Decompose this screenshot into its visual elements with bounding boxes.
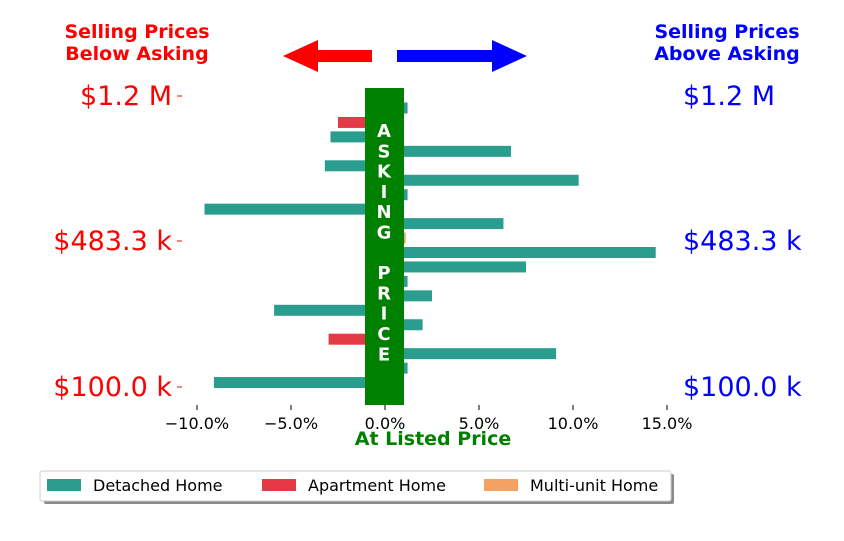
band-letter: K xyxy=(377,162,392,183)
band-letter: A xyxy=(377,121,391,142)
bar-detached-home-5 xyxy=(385,174,579,186)
band-letter: E xyxy=(378,344,390,365)
y-tick-left: $483.3 k xyxy=(53,226,172,257)
legend-swatch xyxy=(47,479,81,491)
bar-detached-home-17 xyxy=(385,348,557,360)
x-tick-label: −5.0% xyxy=(264,414,318,433)
y-tick-left: $1.2 M xyxy=(80,81,172,112)
band-letter: C xyxy=(377,324,390,345)
right-header-line1: Selling Prices xyxy=(654,21,799,43)
legend-label: Multi-unit Home xyxy=(530,476,658,495)
bar-detached-home-14 xyxy=(274,304,385,316)
x-tick-label: 10.0% xyxy=(548,414,599,433)
y-tick-right: $483.3 k xyxy=(683,226,802,257)
y-tick-right: $100.0 k xyxy=(683,372,802,403)
y-tick-left: $100.0 k xyxy=(53,372,172,403)
x-tick-label: 5.0% xyxy=(459,414,500,433)
left-header-line1: Selling Prices xyxy=(64,21,209,43)
left-header-line2: Below Asking xyxy=(65,43,208,65)
right-header-line2: Above Asking xyxy=(654,43,800,65)
band-letter: I xyxy=(381,182,388,203)
x-tick-label: −10.0% xyxy=(165,414,229,433)
bar-detached-home-10 xyxy=(385,247,656,258)
x-tick-label: 0.0% xyxy=(365,414,406,433)
legend-swatch xyxy=(484,479,518,491)
left-arrow-icon xyxy=(283,40,372,72)
bar-detached-home-4 xyxy=(324,160,385,172)
bar-detached-home-19 xyxy=(213,377,385,389)
legend-box xyxy=(39,470,672,502)
band-letter: N xyxy=(376,202,391,223)
legend-swatch xyxy=(262,479,296,491)
right-arrow-icon xyxy=(397,40,527,72)
bar-detached-home-13 xyxy=(385,290,432,302)
bar-apartment-home-16 xyxy=(328,333,385,345)
bar-apartment-home-1 xyxy=(338,116,385,128)
bar-detached-home-7 xyxy=(204,203,385,215)
y-tick-labels: $1.2 M $1.2 M $483.3 k $483.3 k $100.0 k $100… xyxy=(53,81,802,403)
band-letter: P xyxy=(377,263,390,284)
bar-detached-home-8 xyxy=(385,218,504,230)
legend: Detached Home Apartment Home Multi-unit Ho… xyxy=(47,476,658,495)
x-axis-label: At Listed Price xyxy=(355,428,511,450)
band-letter: R xyxy=(377,283,391,304)
x-tick-labels: −10.0% −5.0% 0.0% 5.0% 10.0% 15.0% xyxy=(165,405,693,433)
bar-detached-home-3 xyxy=(385,145,511,157)
asking-price-band xyxy=(365,88,404,405)
band-letter: S xyxy=(378,141,391,162)
legend-label: Apartment Home xyxy=(308,476,446,495)
bar-detached-home-2 xyxy=(330,131,385,143)
legend-label: Detached Home xyxy=(93,476,223,495)
band-letter: G xyxy=(377,223,392,244)
band-letter: I xyxy=(381,304,388,325)
y-tick-right: $1.2 M xyxy=(683,81,775,112)
bar-detached-home-11 xyxy=(385,261,526,273)
x-tick-label: 15.0% xyxy=(642,414,693,433)
bars-group xyxy=(204,102,656,389)
